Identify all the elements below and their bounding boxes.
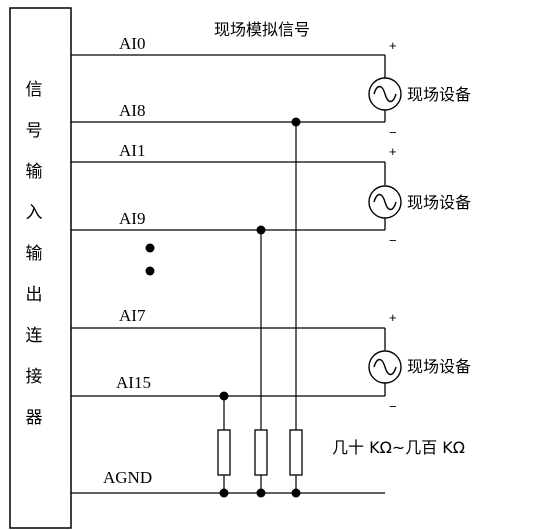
- diagram-title: 现场模拟信号: [214, 20, 311, 39]
- minus-sign: −: [389, 125, 397, 140]
- device-label: 现场设备: [407, 85, 472, 104]
- connector-label-char: 输: [25, 244, 43, 264]
- connector-label: 信号输入输出连接器: [14, 70, 54, 439]
- connector-label-char: 器: [25, 408, 43, 428]
- connector-label-char: 输: [25, 162, 43, 182]
- channel-label-agnd: AGND: [103, 468, 153, 487]
- channel-label-ai1: AI1: [119, 141, 146, 160]
- plus-sign: +: [389, 310, 397, 325]
- connector-label-char: 信: [25, 80, 43, 100]
- connector-label-char: 连: [25, 326, 43, 346]
- ac-source-icon: [368, 77, 402, 111]
- device-label: 现场设备: [407, 193, 472, 212]
- junction-dot-icon: [291, 117, 301, 127]
- connector-label-char: 出: [25, 285, 43, 305]
- resistor-icon: [254, 429, 268, 476]
- channel-label-ai8: AI8: [119, 101, 146, 120]
- plus-sign: +: [389, 38, 397, 53]
- ac-source-icon: [368, 185, 402, 219]
- device-label: 现场设备: [407, 357, 472, 376]
- resistor-icon: [289, 429, 303, 476]
- junction-dot-icon: [256, 225, 266, 235]
- plus-sign: +: [389, 144, 397, 159]
- resistor-range-label: 几十 KΩ~几百 KΩ: [332, 438, 466, 457]
- channel-label-ai9: AI9: [119, 209, 146, 228]
- junction-dot-icon: [291, 488, 301, 498]
- minus-sign: −: [389, 233, 397, 248]
- ellipsis-dot: [145, 243, 155, 253]
- channel-label-ai7: AI7: [119, 306, 146, 325]
- junction-dot-icon: [256, 488, 266, 498]
- junction-dot-icon: [219, 391, 229, 401]
- ellipsis-dot: [145, 266, 155, 276]
- channel-label-ai15: AI15: [116, 373, 151, 392]
- resistor-icon: [217, 429, 231, 476]
- channel-label-ai0: AI0: [119, 34, 146, 53]
- connector-label-char: 接: [25, 367, 43, 387]
- minus-sign: −: [389, 399, 397, 414]
- junction-dot-icon: [219, 488, 229, 498]
- connector-box: [9, 7, 72, 529]
- connector-label-char: 入: [25, 203, 43, 223]
- ac-source-icon: [368, 350, 402, 384]
- connector-label-char: 号: [25, 121, 43, 141]
